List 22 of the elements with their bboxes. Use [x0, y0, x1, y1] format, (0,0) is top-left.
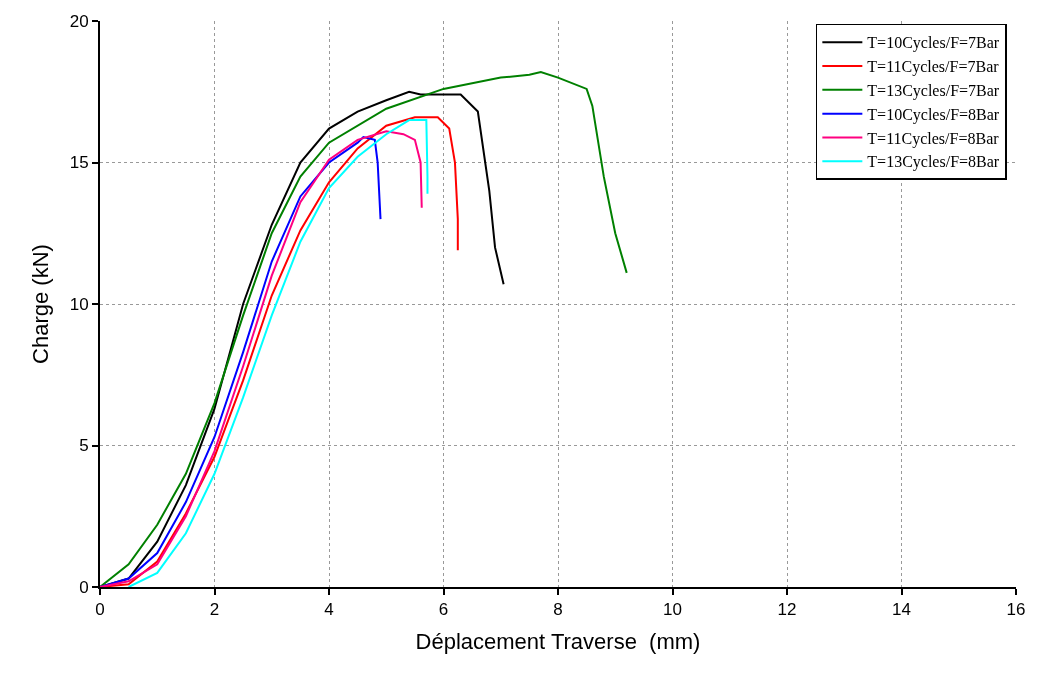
x-tick-label: 0 [95, 600, 105, 620]
x-tick-label: 10 [663, 600, 682, 620]
y-tick-label: 10 [69, 294, 89, 314]
legend-label: T=10Cycles/F=7Bar [867, 34, 1000, 53]
x-tick-label: 16 [1006, 600, 1026, 620]
y-tick-label: 0 [79, 577, 89, 597]
y-axis-title: Charge (kN) [27, 244, 53, 364]
x-tick-label: 4 [324, 600, 334, 620]
x-tick-label: 12 [777, 600, 797, 620]
y-tick-label: 15 [69, 153, 89, 173]
x-axis-title: Déplacement Traverse (mm) [415, 628, 701, 654]
legend-label: T=11Cycles/F=8Bar [867, 129, 1000, 148]
x-tick-label: 14 [892, 600, 911, 620]
legend-label: T=13Cycles/F=7Bar [867, 82, 1000, 101]
x-tick-label: 8 [553, 600, 563, 620]
legend-label: T=10Cycles/F=8Bar [867, 105, 1000, 124]
y-tick-label: 20 [69, 11, 89, 31]
legend-label: T=11Cycles/F=7Bar [867, 58, 1000, 77]
legend-label: T=13Cycles/F=8Bar [867, 153, 1000, 172]
x-tick-label: 2 [209, 600, 220, 620]
x-tick-label: 6 [438, 600, 449, 620]
y-tick-label: 5 [79, 436, 89, 456]
